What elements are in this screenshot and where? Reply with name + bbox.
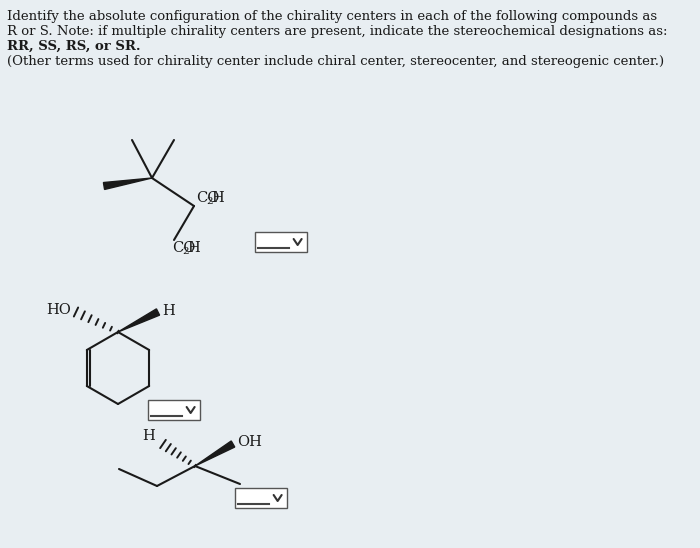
Polygon shape [118,309,160,332]
Text: 2: 2 [182,247,188,256]
Text: RR, SS, RS, or SR.: RR, SS, RS, or SR. [7,40,141,53]
Text: CO: CO [172,241,195,255]
FancyBboxPatch shape [148,400,200,420]
Polygon shape [195,441,234,466]
Text: 2: 2 [206,197,213,206]
Text: H: H [187,241,200,255]
FancyBboxPatch shape [255,232,307,252]
Text: H: H [211,191,224,205]
Text: H: H [162,304,175,318]
Text: H: H [143,429,155,443]
Text: CO: CO [196,191,219,205]
Text: R or S. Note: if multiple chirality centers are present, indicate the stereochem: R or S. Note: if multiple chirality cent… [7,25,668,38]
Polygon shape [104,178,152,190]
Text: HO: HO [46,303,71,317]
Text: (Other terms used for chirality center include chiral center, stereocenter, and : (Other terms used for chirality center i… [7,55,664,68]
FancyBboxPatch shape [235,488,287,508]
Text: OH: OH [237,435,262,449]
Text: Identify the absolute configuration of the chirality centers in each of the foll: Identify the absolute configuration of t… [7,10,657,23]
